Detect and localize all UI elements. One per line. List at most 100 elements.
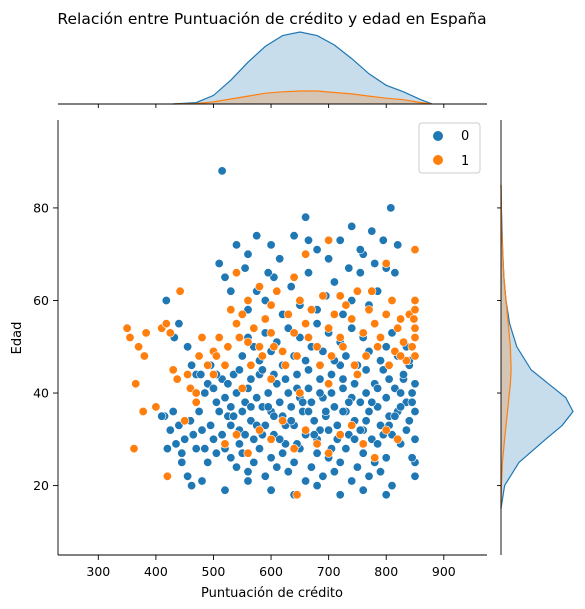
point-s1-18 — [191, 388, 201, 398]
point-s0-66 — [364, 406, 374, 416]
right-marginal-ticks — [497, 207, 501, 487]
top-marginal-density — [58, 31, 487, 105]
point-s0-173 — [335, 235, 345, 245]
point-s0-38 — [283, 388, 293, 398]
point-s0-200 — [188, 430, 198, 440]
point-s0-182 — [226, 286, 236, 296]
point-s1-104 — [280, 360, 290, 370]
point-s1-52 — [387, 295, 397, 305]
point-s0-268 — [338, 374, 348, 384]
chart-title: Relación entre Puntuación de crédito y e… — [57, 10, 486, 28]
point-s0-274 — [407, 397, 417, 407]
point-s0-109 — [329, 467, 339, 477]
point-s0-212 — [177, 457, 187, 467]
point-s0-269 — [350, 379, 360, 389]
point-s0-249 — [321, 406, 331, 416]
point-s0-26 — [249, 434, 259, 444]
point-s0-191 — [367, 226, 377, 236]
point-s0-138 — [341, 351, 351, 361]
point-s1-115 — [266, 374, 276, 384]
point-s0-80 — [404, 416, 414, 426]
point-s1-12 — [165, 328, 175, 338]
point-s1-26 — [237, 309, 247, 319]
point-s1-33 — [278, 346, 288, 356]
point-s1-16 — [180, 416, 190, 426]
point-s1-92 — [243, 295, 253, 305]
point-s0-231 — [303, 406, 313, 416]
point-s1-93 — [232, 319, 242, 329]
point-s1-51 — [381, 309, 391, 319]
point-s1-79 — [347, 420, 357, 430]
point-s0-72 — [381, 393, 391, 403]
point-s0-57 — [338, 383, 348, 393]
legend-label-1: 1 — [461, 154, 469, 169]
point-s1-47 — [358, 328, 368, 338]
point-s0-237 — [373, 439, 383, 449]
point-s1-42 — [329, 309, 339, 319]
x-axis-label: Puntuación de crédito — [201, 586, 343, 601]
point-s0-53 — [326, 388, 336, 398]
point-s1-95 — [197, 332, 207, 342]
point-s0-192 — [378, 235, 388, 245]
point-s1-58 — [410, 351, 420, 361]
point-s1-29 — [255, 342, 265, 352]
point-s0-242 — [240, 430, 250, 440]
point-s1-31 — [266, 328, 276, 338]
point-s0-83 — [410, 434, 420, 444]
point-s1-108 — [326, 351, 336, 361]
point-s0-187 — [275, 254, 285, 264]
point-s0-196 — [203, 457, 213, 467]
point-s0-111 — [341, 444, 351, 454]
point-s0-226 — [246, 402, 256, 412]
point-s1-0 — [122, 323, 132, 333]
point-s0-157 — [303, 268, 313, 278]
point-s0-211 — [157, 411, 167, 421]
point-s0-188 — [303, 235, 313, 245]
point-s1-109 — [338, 342, 348, 352]
scatter-points — [122, 166, 420, 500]
point-s0-206 — [171, 439, 181, 449]
point-s0-106 — [312, 448, 322, 458]
point-s0-18 — [226, 402, 236, 412]
point-s0-265 — [303, 365, 313, 375]
x-ticks: 300 400 500 600 700 800 900 — [86, 555, 456, 579]
right-marginal-density — [500, 120, 574, 555]
point-s0-258 — [223, 379, 233, 389]
point-s1-74 — [292, 490, 302, 500]
point-s1-54 — [398, 337, 408, 347]
point-s0-9 — [200, 388, 210, 398]
point-s0-112 — [347, 476, 357, 486]
point-s0-246 — [286, 416, 296, 426]
point-s0-195 — [200, 444, 210, 454]
point-s0-220 — [312, 481, 322, 491]
point-s0-181 — [220, 272, 230, 282]
point-s0-49 — [315, 374, 325, 384]
point-s0-214 — [187, 481, 197, 491]
point-s0-46 — [306, 397, 316, 407]
point-s0-27 — [252, 393, 262, 403]
point-s1-57 — [410, 323, 420, 333]
point-s0-204 — [177, 448, 187, 458]
point-s1-3 — [131, 379, 141, 389]
point-s1-25 — [232, 268, 242, 278]
point-s0-180 — [214, 258, 224, 268]
x-tick-label-1: 400 — [144, 564, 168, 579]
x-tick-label-0: 300 — [86, 564, 110, 579]
point-s1-46 — [352, 286, 362, 296]
point-s0-13 — [211, 397, 221, 407]
point-s0-168 — [266, 240, 276, 250]
point-s1-13 — [168, 365, 178, 375]
point-s1-111 — [361, 351, 371, 361]
point-s0-128 — [283, 323, 293, 333]
point-s0-251 — [344, 397, 354, 407]
point-s0-245 — [275, 434, 285, 444]
point-s0-105 — [306, 462, 316, 472]
point-s0-198 — [209, 434, 219, 444]
point-s0-65 — [361, 388, 371, 398]
point-s0-39 — [286, 402, 296, 412]
point-s0-239 — [396, 402, 406, 412]
point-s0-235 — [350, 434, 360, 444]
point-s1-71 — [266, 434, 276, 444]
point-s0-12 — [209, 383, 219, 393]
point-s0-193 — [194, 406, 204, 416]
